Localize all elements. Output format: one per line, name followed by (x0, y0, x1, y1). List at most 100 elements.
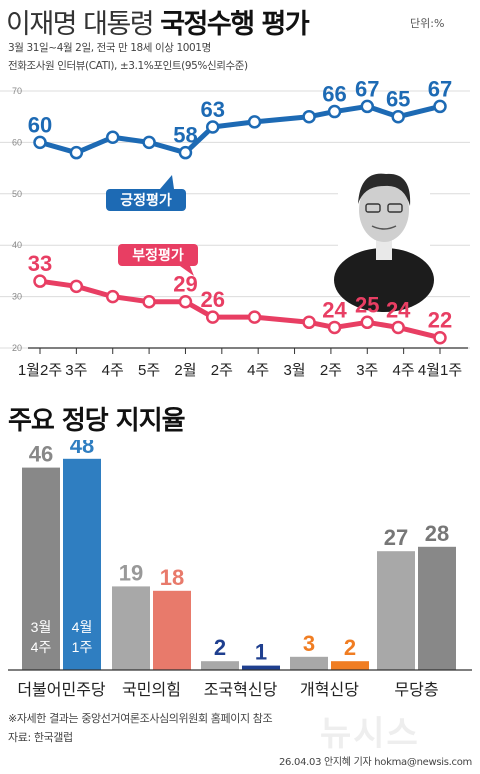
data-label: 26 (200, 287, 224, 312)
data-label: 67 (355, 80, 379, 101)
unit-label: 단위:% (410, 17, 445, 30)
bar (290, 656, 328, 670)
data-point (178, 145, 193, 160)
bar (63, 458, 101, 670)
legend-positive-bg (106, 189, 186, 211)
chart-title: 이재명 대통령 국정수행 평가 (6, 2, 310, 41)
data-label: 65 (386, 87, 410, 112)
legend-negative-bg (118, 244, 198, 266)
survey-period: 3월 31일~4월 2일, 전국 만 18세 이상 1001명 (8, 42, 211, 54)
glasses-left (365, 203, 381, 213)
data-label: 67 (428, 80, 452, 101)
category-label: 국민의힘 (122, 681, 181, 699)
data-point (69, 279, 84, 294)
bar-value-label: 48 (70, 440, 94, 458)
bar-value-label: 2 (214, 635, 226, 660)
data-label: 29 (173, 272, 197, 297)
data-point (247, 115, 262, 129)
shirt-shape (376, 240, 392, 260)
y-tick-label: 30 (12, 292, 22, 302)
data-point (205, 310, 220, 324)
data-point (33, 274, 47, 288)
bar (331, 661, 369, 670)
bar-inner-label: 4월 (72, 619, 93, 635)
source-line: 자료: 한국갤럽 (8, 731, 73, 744)
data-label: 24 (322, 297, 347, 322)
face-shape (359, 178, 409, 242)
x-tick-label: 3주 (65, 362, 87, 379)
x-tick-label: 4주 (247, 362, 269, 379)
x-tick-label: 2월 (174, 362, 196, 379)
x-tick-label: 2주 (320, 362, 342, 379)
bar (112, 586, 150, 670)
data-point (205, 120, 220, 134)
data-point (69, 145, 84, 160)
glasses-right (387, 203, 403, 213)
data-point (302, 109, 316, 124)
y-tick-label: 40 (12, 240, 22, 250)
bar-inner-label: 1주 (72, 639, 93, 655)
x-tick-label: 4월1주 (418, 362, 462, 379)
x-tick-label: 3주 (356, 362, 378, 379)
bar-value-label: 3 (303, 631, 315, 656)
data-point (433, 99, 447, 114)
data-point (142, 135, 156, 150)
data-point (302, 315, 316, 330)
data-point (105, 289, 120, 304)
bar-value-label: 1 (255, 640, 267, 665)
y-tick-label: 20 (12, 343, 22, 353)
bar-value-label: 28 (425, 521, 449, 546)
data-point (247, 310, 262, 324)
bar-value-label: 27 (384, 525, 408, 550)
smile-shape (371, 225, 397, 230)
bar-value-label: 19 (119, 560, 143, 585)
data-point (360, 99, 375, 114)
data-label: 33 (28, 251, 52, 276)
data-point (178, 294, 193, 309)
data-point (33, 135, 47, 150)
data-label: 25 (355, 292, 379, 317)
survey-method: 전화조사원 인터뷰(CATI), ±3.1%포인트(95%신뢰수준) (8, 60, 248, 72)
title-light: 이재명 대통령 (6, 9, 155, 40)
hair-shape (358, 173, 411, 206)
category-label: 개혁신당 (300, 681, 359, 699)
data-point (105, 130, 120, 145)
x-tick-label: 1월2주 (18, 362, 62, 379)
bar-value-label: 46 (29, 442, 53, 467)
data-label: 24 (386, 297, 411, 322)
bar (201, 661, 239, 670)
bar-inner-label: 4주 (31, 639, 52, 655)
data-point (360, 315, 375, 330)
category-label: 무당층 (394, 681, 438, 699)
y-tick-label: 60 (12, 137, 22, 147)
legend-positive-tail (160, 175, 174, 189)
bar (153, 590, 191, 670)
watermark: 뉴시스 (320, 714, 420, 754)
legend-negative-label: 부정평가 (132, 247, 184, 263)
data-label: 22 (428, 308, 452, 333)
bar (242, 665, 280, 670)
bar-inner-label: 3월 (31, 619, 52, 635)
category-label: 더불어민주당 (17, 681, 106, 699)
x-tick-label: 3월 (283, 362, 305, 379)
data-point (391, 320, 405, 335)
data-point (433, 330, 447, 345)
data-point (391, 109, 405, 124)
y-tick-label: 50 (12, 189, 22, 199)
bar-value-label: 18 (160, 565, 184, 590)
legend-positive-label: 긍정평가 (120, 192, 172, 208)
series-line-positive (39, 103, 441, 156)
data-point (327, 104, 342, 119)
category-label: 조국혁신당 (204, 681, 278, 699)
data-label: 66 (322, 82, 346, 107)
data-label: 60 (28, 112, 52, 137)
data-label: 58 (173, 123, 197, 148)
data-point (327, 320, 342, 335)
section-title-party: 주요 정당 지지율 (8, 406, 186, 436)
x-tick-label: 4주 (102, 362, 124, 379)
title-bold: 국정수행 평가 (160, 9, 309, 40)
data-point (142, 294, 156, 309)
bar (377, 551, 415, 670)
